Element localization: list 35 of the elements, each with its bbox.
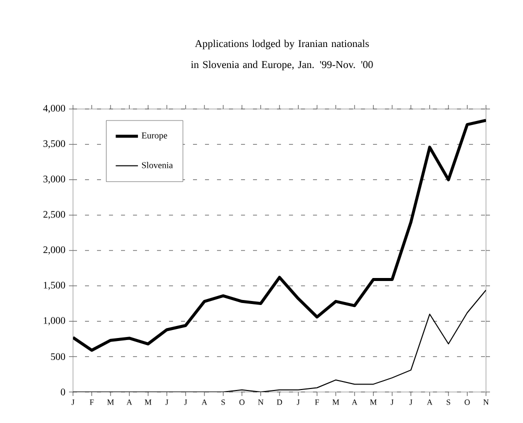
x-tick-label: A xyxy=(202,400,208,405)
x-tick-label: M xyxy=(107,400,114,405)
y-tick-label: 0 xyxy=(60,388,66,396)
chart-title: Applications lodged by Iranian nationals in Slovenia and Europe, Jan. '99-Nov. '00 xyxy=(191,40,373,70)
x-tick-label: J xyxy=(390,400,394,405)
x-tick-label: M xyxy=(332,400,340,405)
x-tick-label: M xyxy=(370,400,377,405)
x-tick-label: O xyxy=(464,400,470,405)
x-tick-label: J xyxy=(410,400,412,405)
y-tick-label: 2,000 xyxy=(43,246,66,255)
legend-label: Slovenia xyxy=(142,162,173,168)
y-tick-label: 1,500 xyxy=(44,282,66,290)
y-tick-label: 1,000 xyxy=(44,317,66,326)
y-tick-label: 4,000 xyxy=(43,104,66,114)
y-tick-label: 2,500 xyxy=(43,211,66,220)
x-tick-label: M xyxy=(144,400,152,405)
y-tick-label: 3,500 xyxy=(43,140,66,148)
x-tick-label: A xyxy=(352,400,358,405)
legend-label: Europe xyxy=(142,132,168,140)
x-tick-label: A xyxy=(426,400,433,405)
y-tick-label: 500 xyxy=(51,353,66,360)
x-tick-label: N xyxy=(258,400,264,405)
x-tick-label: J xyxy=(296,400,300,405)
x-tick-label: F xyxy=(90,400,94,405)
x-tick-label: S xyxy=(446,400,450,405)
x-tick-label: F xyxy=(315,400,319,405)
x-tick-label: J xyxy=(72,400,74,405)
x-tick-label: D xyxy=(276,400,282,405)
x-tick-label: J xyxy=(165,400,168,405)
x-tick-label: J xyxy=(184,400,188,405)
x-tick-label: S xyxy=(221,400,225,405)
x-tick-label: A xyxy=(126,400,132,405)
x-tick-label: O xyxy=(239,400,245,405)
y-tick-label: 3,000 xyxy=(43,176,66,184)
x-tick-label: N xyxy=(483,400,489,405)
